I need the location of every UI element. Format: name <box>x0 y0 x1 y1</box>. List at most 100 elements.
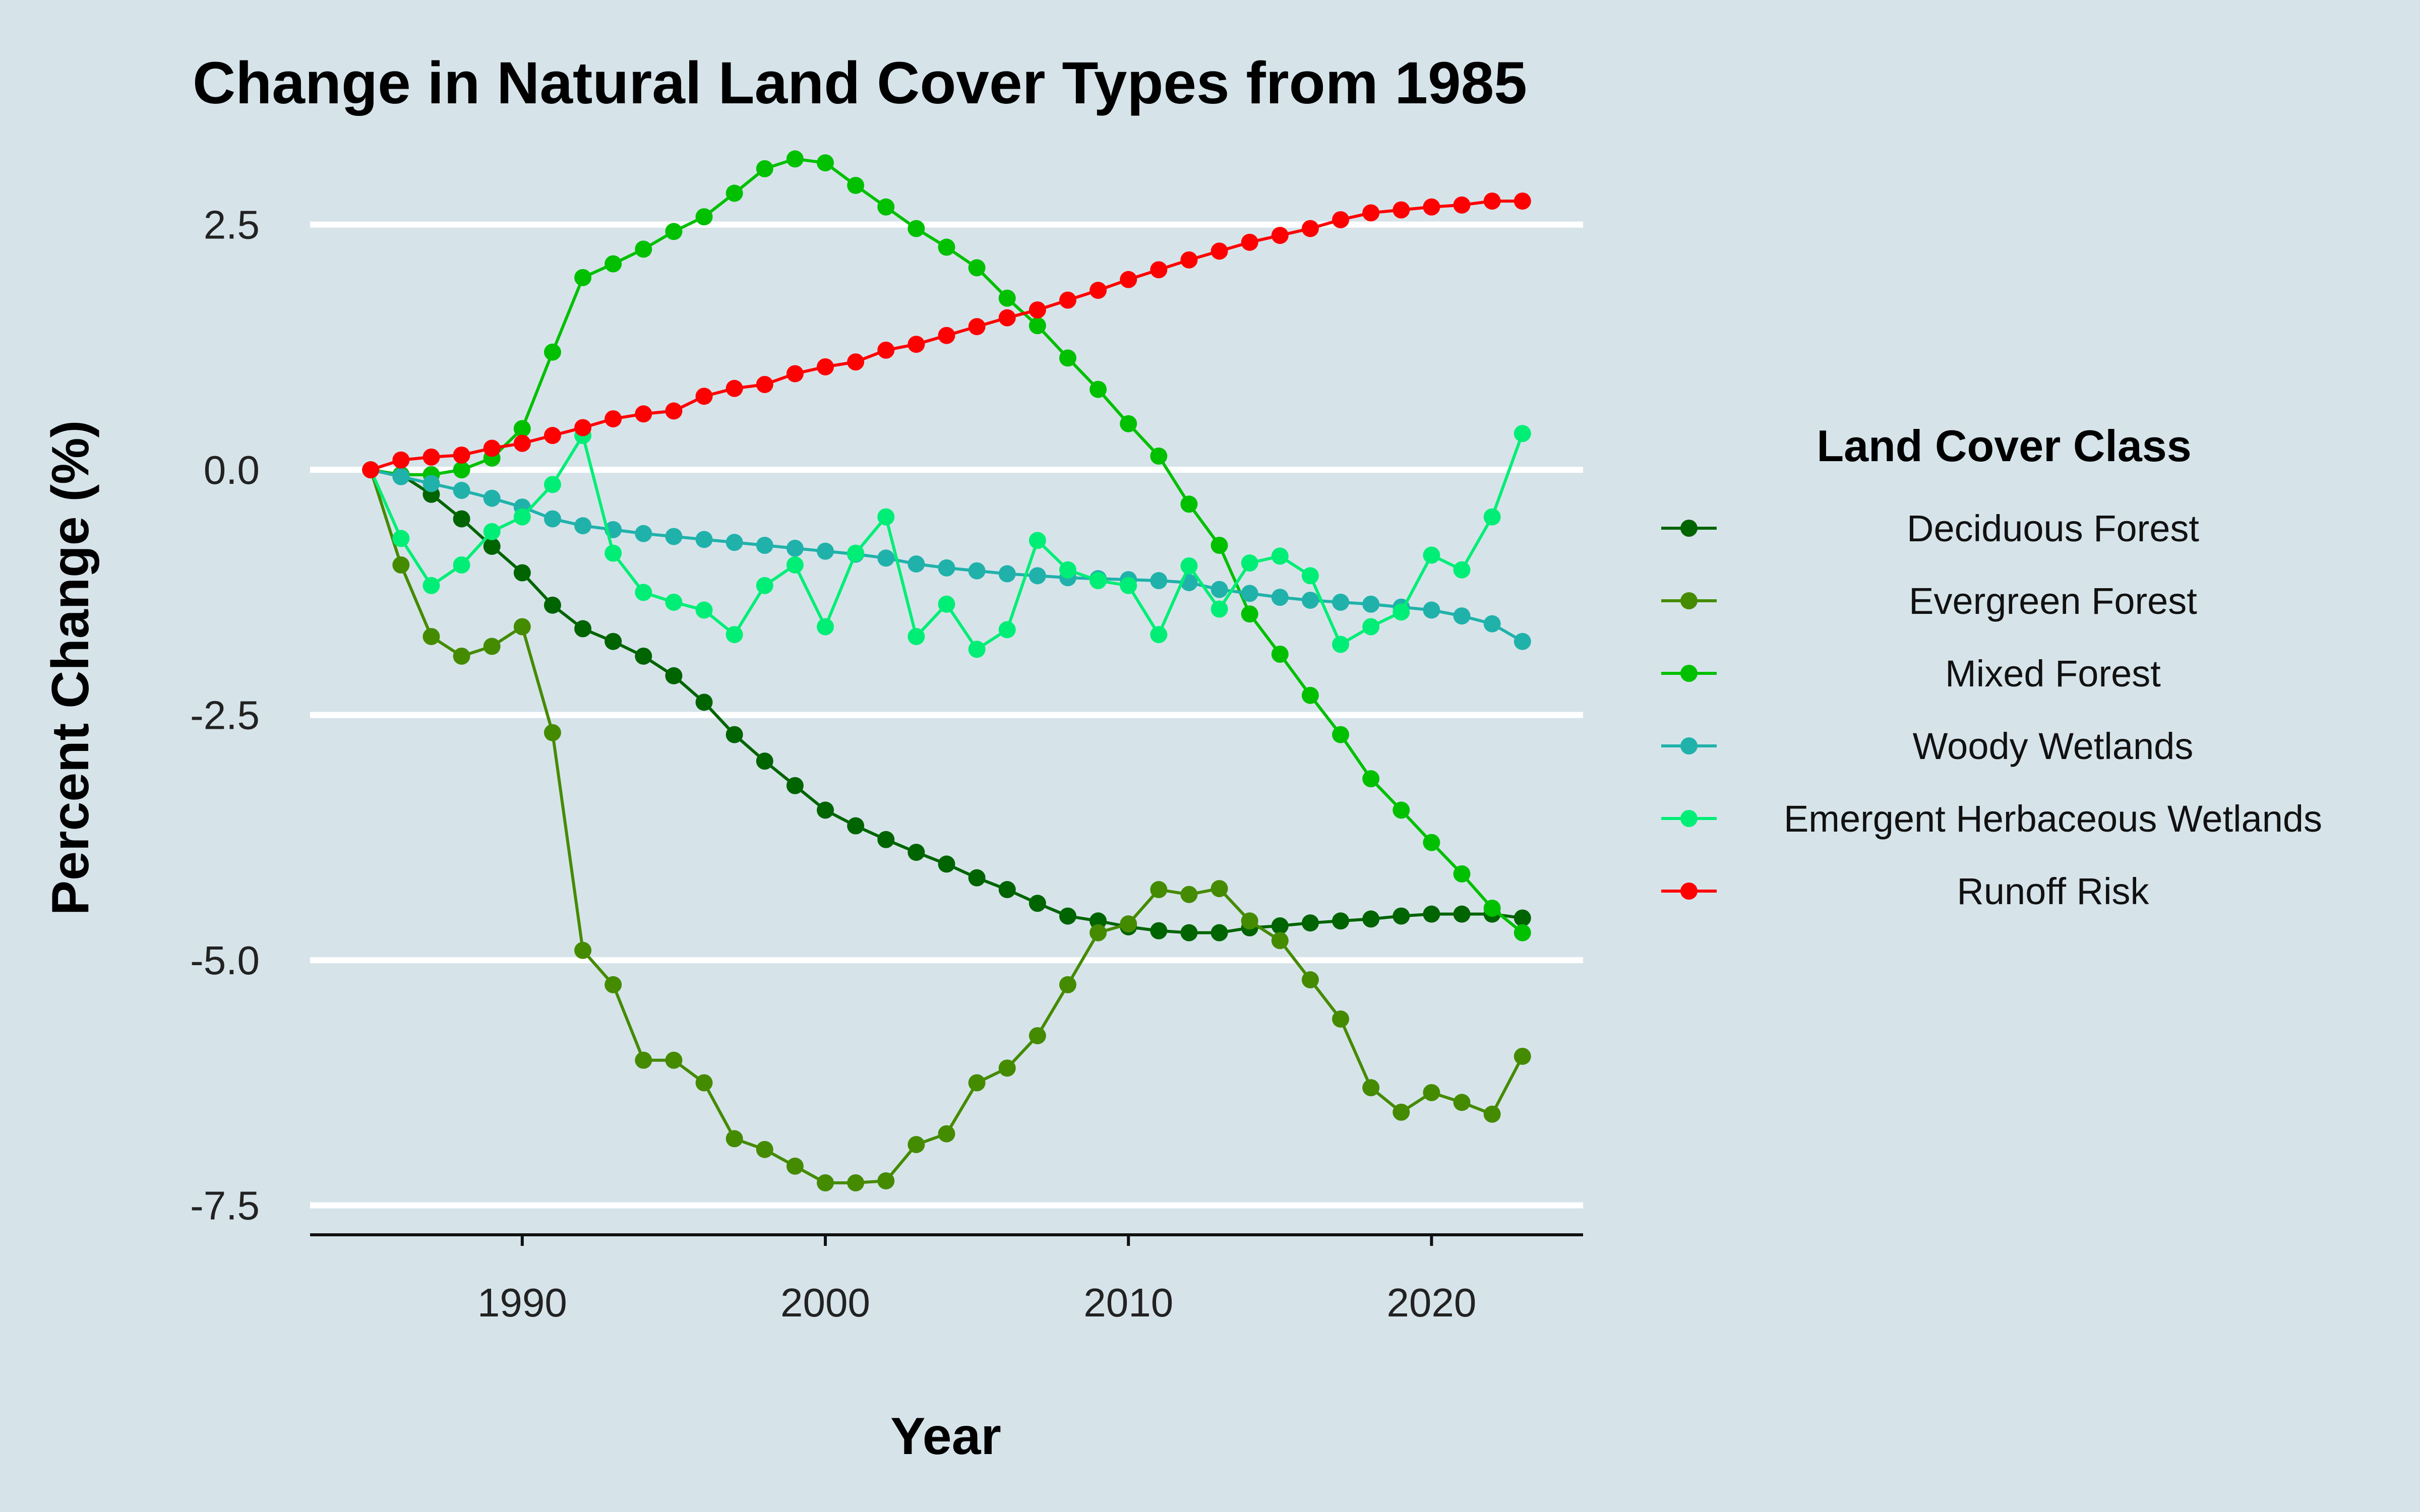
data-point <box>1271 589 1289 606</box>
data-point <box>1211 880 1228 898</box>
data-point <box>817 542 834 560</box>
data-point <box>665 223 683 240</box>
data-point <box>1423 1084 1440 1101</box>
data-point <box>1028 895 1046 912</box>
legend-label: Woody Wetlands <box>1913 725 2194 767</box>
data-point <box>847 1174 865 1191</box>
gridlines <box>310 221 1583 1209</box>
data-point <box>725 534 743 551</box>
data-point <box>998 1059 1016 1077</box>
data-point <box>635 240 652 258</box>
legend-label: Evergreen Forest <box>1909 580 2197 622</box>
data-point <box>1423 198 1440 216</box>
data-point <box>938 559 955 577</box>
data-point <box>1332 726 1350 743</box>
data-point <box>635 1051 652 1069</box>
data-point <box>543 510 561 528</box>
data-point <box>725 184 743 202</box>
data-point <box>847 817 865 835</box>
data-point <box>817 154 834 172</box>
legend-key-marker <box>1680 737 1698 754</box>
data-point <box>1090 381 1107 398</box>
data-point <box>1271 227 1289 244</box>
data-point <box>938 238 955 256</box>
data-point <box>543 596 561 614</box>
data-point <box>908 220 925 237</box>
data-point <box>1393 201 1410 219</box>
data-point <box>786 150 804 168</box>
data-point <box>1301 686 1319 704</box>
data-point <box>604 544 622 562</box>
data-point <box>1090 912 1107 930</box>
legend-item: Evergreen Forest <box>1661 580 2197 622</box>
axes <box>310 1233 1583 1246</box>
data-point <box>604 633 622 650</box>
y-tick-label: -2.5 <box>190 693 260 738</box>
data-point <box>908 1136 925 1153</box>
data-point <box>635 647 652 665</box>
data-point <box>968 1074 986 1092</box>
data-point <box>665 528 683 545</box>
data-point <box>695 388 713 405</box>
data-point <box>877 549 895 567</box>
data-point <box>695 694 713 711</box>
y-tick-label: -5.0 <box>190 938 260 983</box>
data-point <box>1211 924 1228 941</box>
data-point <box>513 508 531 526</box>
data-point <box>1150 261 1168 279</box>
data-point <box>725 1130 743 1148</box>
data-point <box>604 976 622 993</box>
y-axis-title: Percent Change (%) <box>41 420 100 915</box>
y-tick-label: 2.5 <box>204 203 260 247</box>
data-point <box>1332 211 1350 228</box>
data-point <box>1362 910 1380 928</box>
data-point <box>1028 301 1046 319</box>
data-point <box>1180 924 1198 941</box>
data-point <box>1332 1010 1350 1028</box>
data-point <box>1150 626 1168 644</box>
data-point <box>817 801 834 819</box>
chart-title: Change in Natural Land Cover Types from … <box>193 50 1527 116</box>
data-point <box>938 327 955 344</box>
data-point <box>1514 1047 1531 1065</box>
series-line-evergreen-forest <box>369 469 1524 1184</box>
data-point <box>1423 601 1440 619</box>
data-point <box>1180 495 1198 513</box>
data-point <box>1028 567 1046 585</box>
data-point <box>847 176 865 194</box>
data-point <box>1090 282 1107 299</box>
data-point <box>786 1157 804 1175</box>
series-evergreen-forest <box>362 461 1531 1191</box>
data-point <box>574 941 592 959</box>
data-point <box>1514 425 1531 443</box>
data-point <box>908 555 925 573</box>
data-point <box>1211 537 1228 554</box>
data-point <box>453 556 470 574</box>
data-point <box>908 844 925 861</box>
data-point <box>1090 924 1107 941</box>
data-point <box>1483 508 1501 526</box>
data-point <box>998 881 1016 899</box>
data-point <box>756 375 773 393</box>
data-point <box>1514 909 1531 927</box>
data-point <box>695 531 713 548</box>
data-point <box>1211 600 1228 618</box>
legend-item: Emergent Herbaceous Wetlands <box>1661 798 2322 840</box>
data-point <box>1393 1103 1410 1121</box>
data-point <box>1483 192 1501 210</box>
data-point <box>1241 585 1258 602</box>
data-point <box>665 593 683 611</box>
data-point <box>392 530 410 547</box>
data-point <box>998 309 1016 327</box>
legend-key-marker <box>1680 520 1698 537</box>
series-runoff-risk <box>362 192 1531 479</box>
x-tick-label: 2000 <box>780 1280 870 1325</box>
data-point <box>695 601 713 619</box>
data-point <box>817 618 834 636</box>
data-point <box>695 1074 713 1092</box>
data-point <box>908 627 925 645</box>
legend-item: Runoff Risk <box>1661 870 2150 912</box>
data-point <box>817 1174 834 1191</box>
data-point <box>1271 932 1289 950</box>
data-point <box>1211 581 1228 598</box>
